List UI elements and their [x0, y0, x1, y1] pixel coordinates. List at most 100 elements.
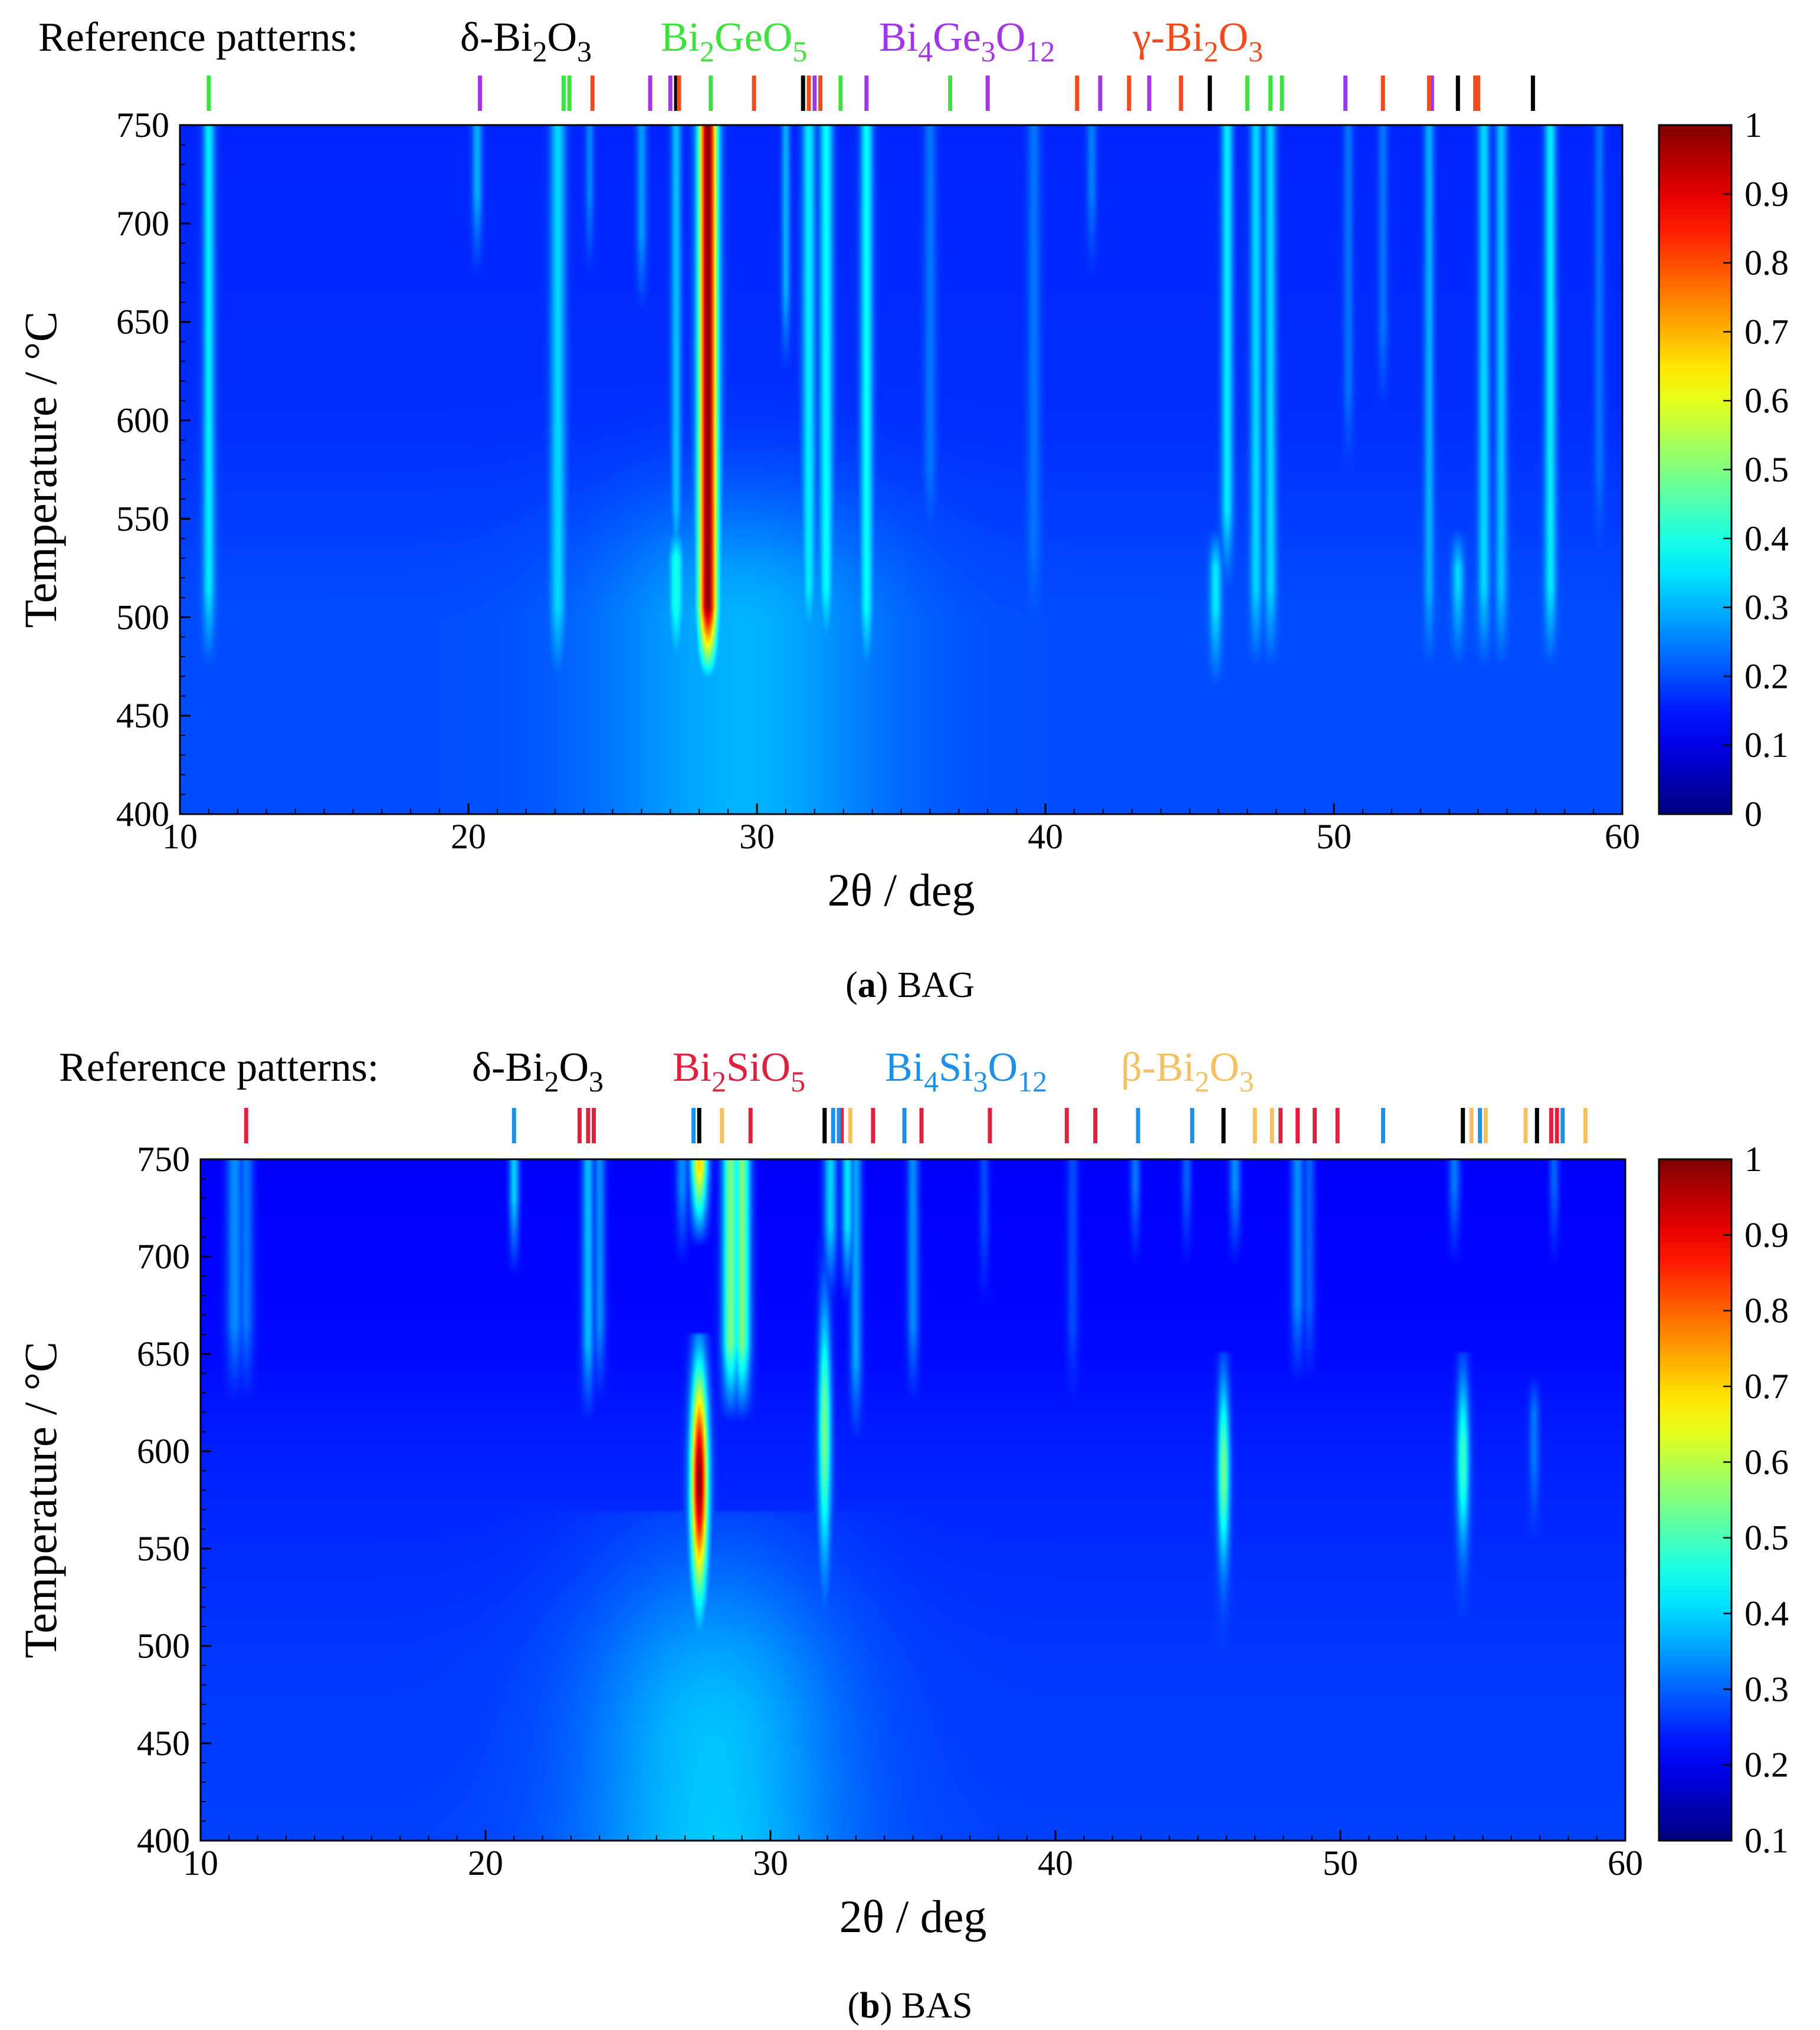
caption-b-letter: b — [860, 1986, 880, 2026]
phase-label-part: O — [1209, 1045, 1239, 1090]
phase-label-part: O — [547, 15, 577, 60]
x-tick-label-a-4: 50 — [1316, 817, 1352, 856]
colorbar-tick-label-a-10: 1 — [1744, 106, 1762, 145]
x-axis-title-b: 2θ / deg — [840, 1891, 987, 1942]
phase-label-part: 5 — [792, 35, 807, 68]
phase-label-part: 12 — [1025, 35, 1055, 68]
phase-label-part: 12 — [1018, 1065, 1047, 1098]
phase-label-part: 2 — [532, 35, 547, 68]
y-tick-label-b-2: 500 — [137, 1626, 190, 1665]
caption-b: (b) BAS — [847, 1986, 973, 2026]
phase-label-part: O — [559, 1045, 589, 1090]
heatmap-chart-b: Reference patterns: δ-Bi2O3 Bi2SiO5 Bi4Si3O… — [15, 1045, 1789, 1942]
colorbar-tick-label-a-1: 0.1 — [1744, 726, 1789, 765]
y-tick-label-b-6: 700 — [137, 1237, 190, 1276]
phase-label-part: Bi — [885, 1045, 924, 1090]
x-axis-title-a: 2θ / deg — [828, 864, 975, 916]
y-tick-label-a-4: 600 — [116, 401, 169, 440]
colorbar-tick-label-b-9: 1 — [1744, 1140, 1762, 1179]
colorbar-tick-label-a-6: 0.6 — [1744, 381, 1789, 420]
phase-label-part: 2 — [700, 35, 714, 68]
x-tick-label-a-5: 60 — [1605, 817, 1640, 856]
heatmap-image-a — [180, 125, 1622, 814]
phase-label-part: 5 — [791, 1065, 805, 1098]
phase-label-part: δ-Bi — [472, 1045, 544, 1090]
phase-label-part: O — [1218, 15, 1248, 60]
phase-label-part: 3 — [981, 35, 996, 68]
phase-label-part: γ-Bi — [1132, 15, 1204, 60]
x-tick-label-b-5: 60 — [1608, 1844, 1643, 1883]
phase-label-part: Bi — [673, 1045, 711, 1090]
phase-label-a-0: δ-Bi2O3 — [460, 15, 592, 68]
colorbar-tick-label-a-2: 0.2 — [1744, 657, 1789, 696]
x-tick-label-a-3: 40 — [1028, 817, 1063, 856]
y-axis-title-b: Temperature / °C — [15, 1342, 66, 1658]
colorbar-tick-label-a-7: 0.7 — [1744, 312, 1789, 351]
phase-label-part: Ge — [933, 15, 981, 60]
colorbar-tick-label-b-2: 0.3 — [1744, 1670, 1789, 1708]
phase-label-part: 3 — [577, 35, 592, 68]
x-tick-label-b-2: 30 — [753, 1844, 788, 1883]
panel-a-bag: Reference patterns: δ-Bi2O3 Bi2GeO5 Bi4Ge3O… — [0, 0, 1820, 1005]
phase-label-part: 3 — [1239, 1065, 1254, 1098]
y-tick-label-a-1: 450 — [116, 696, 169, 735]
x-tick-label-b-3: 40 — [1038, 1844, 1073, 1883]
colorbar-tick-label-b-7: 0.8 — [1744, 1291, 1789, 1330]
y-axis-title-a: Temperature / °C — [15, 311, 66, 628]
phase-label-part: O — [988, 1045, 1018, 1090]
phase-label-b-2: Bi4Si3O12 — [885, 1045, 1047, 1098]
phase-label-part: Si — [939, 1045, 973, 1090]
phase-label-part: 3 — [973, 1065, 988, 1098]
colorbar-tick-label-b-4: 0.5 — [1744, 1519, 1789, 1557]
y-tick-label-a-6: 700 — [116, 204, 169, 243]
panel-b-bas: Reference patterns: δ-Bi2O3 Bi2SiO5 Bi4Si3O… — [0, 1027, 1820, 2029]
phase-label-part: 2 — [1195, 1065, 1209, 1098]
reference-patterns-label-a: Reference patterns: — [38, 15, 358, 60]
y-tick-label-a-3: 550 — [116, 499, 169, 538]
colorbar-tick-label-a-5: 0.5 — [1744, 450, 1789, 489]
phase-label-part: δ-Bi — [460, 15, 532, 60]
caption-b-text: BAS — [901, 1986, 973, 2026]
colorbar-tick-label-b-8: 0.9 — [1744, 1215, 1789, 1254]
colorbar-tick-label-b-3: 0.4 — [1744, 1594, 1789, 1633]
x-tick-label-a-0: 10 — [162, 817, 198, 856]
phase-label-part: β-Bi — [1121, 1045, 1195, 1090]
caption-a-letter: a — [857, 965, 876, 1005]
y-tick-label-a-2: 500 — [116, 598, 169, 637]
phase-label-b-1: Bi2SiO5 — [673, 1045, 805, 1098]
colorbar-a — [1658, 124, 1733, 815]
x-tick-label-b-0: 10 — [183, 1844, 218, 1883]
caption-a: (a) BAG — [845, 965, 975, 1005]
phase-label-a-1: Bi2GeO5 — [661, 15, 807, 68]
y-tick-label-b-1: 450 — [137, 1724, 190, 1763]
phase-label-part: 3 — [1248, 35, 1263, 68]
phase-label-a-2: Bi4Ge3O12 — [879, 15, 1055, 68]
heatmap-chart-a: Reference patterns: δ-Bi2O3 Bi2GeO5 Bi4Ge3O… — [15, 15, 1789, 916]
phase-label-b-3: β-Bi2O3 — [1121, 1045, 1254, 1098]
y-tick-label-a-7: 750 — [116, 106, 169, 145]
y-tick-label-b-4: 600 — [137, 1432, 190, 1471]
colorbar-tick-label-b-5: 0.6 — [1744, 1442, 1789, 1481]
y-tick-label-a-0: 400 — [116, 795, 169, 834]
phase-label-part: SiO — [726, 1045, 791, 1090]
y-tick-label-b-0: 400 — [137, 1821, 190, 1860]
y-tick-label-b-5: 650 — [137, 1334, 190, 1373]
colorbar-tick-label-a-8: 0.8 — [1744, 244, 1789, 283]
colorbar-tick-label-a-3: 0.3 — [1744, 588, 1789, 627]
y-tick-label-b-7: 750 — [137, 1140, 190, 1179]
phase-label-part: 2 — [544, 1065, 559, 1098]
phase-label-part: 2 — [1204, 35, 1218, 68]
heatmap-image-b — [201, 1159, 1625, 1841]
phase-label-part: 4 — [924, 1065, 939, 1098]
phase-label-part: 2 — [711, 1065, 726, 1098]
colorbar-tick-label-b-1: 0.2 — [1744, 1746, 1789, 1785]
phase-label-b-0: δ-Bi2O3 — [472, 1045, 604, 1098]
y-tick-label-b-3: 550 — [137, 1529, 190, 1568]
x-tick-label-b-1: 20 — [468, 1844, 503, 1883]
colorbar-tick-label-b-6: 0.7 — [1744, 1367, 1789, 1406]
x-tick-label-b-4: 50 — [1323, 1844, 1358, 1883]
colorbar-tick-label-b-0: 0.1 — [1744, 1821, 1789, 1860]
phase-label-part: Bi — [661, 15, 700, 60]
phase-label-part: O — [996, 15, 1026, 60]
colorbar-tick-label-a-9: 0.9 — [1744, 175, 1789, 214]
